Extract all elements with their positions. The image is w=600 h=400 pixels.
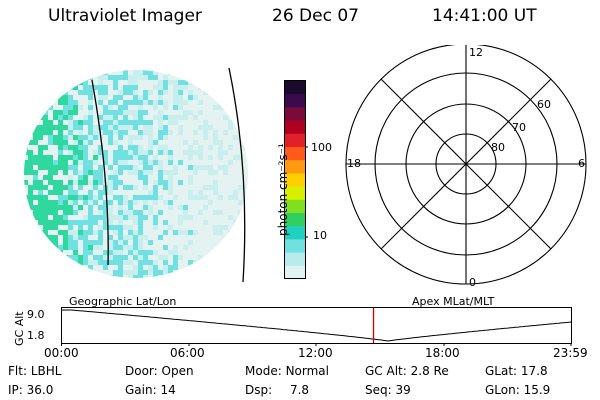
date-label: 26 Dec 07 (272, 6, 359, 26)
altitude-curve (61, 309, 572, 342)
info-door: Door: Open (125, 364, 194, 378)
colorbar-segment (285, 133, 305, 148)
colorbar-segment (285, 173, 305, 188)
info-glat: GLat: 17.8 (485, 364, 548, 378)
longitude-line-left (91, 79, 109, 266)
geographic-projection-label: Geographic Lat/Lon (69, 295, 177, 308)
info-filter: Flt: LBHL (8, 364, 62, 378)
colorbar-segment (285, 94, 305, 108)
colorbar-tick-10: 10 (313, 229, 327, 242)
mlt-label-0: 0 (469, 276, 476, 289)
info-mode: Mode: Normal (245, 364, 329, 378)
instrument-title: Ultraviolet Imager (48, 6, 202, 26)
colorbar-segment (285, 81, 305, 95)
colorbar-segment (285, 213, 305, 227)
mlt-label-12: 12 (469, 46, 483, 59)
mlt-label-6: 6 (578, 157, 585, 170)
time-tick-1200: 12:00 (298, 346, 333, 360)
color-bar (284, 80, 308, 280)
colorbar-segment (285, 226, 305, 240)
info-ip: IP: 36.0 (8, 383, 54, 397)
altitude-axis-label: GC Alt (13, 311, 26, 346)
time-tick-2359: 23:59 (553, 346, 588, 360)
polar-plot (345, 45, 587, 285)
colorbar-unit-label: photon cm⁻²s⁻¹ (276, 143, 290, 236)
info-dsp: Dsp: 7.8 (245, 383, 310, 397)
polar-diagonal-2 (380, 78, 552, 250)
time-tick-0600: 06:00 (170, 346, 205, 360)
info-glon: GLon: 15.9 (485, 383, 551, 397)
colorbar-segment (285, 107, 305, 122)
colorbar-segment (285, 186, 305, 201)
colorbar-segment (285, 120, 305, 135)
time-tick-1800: 18:00 (425, 346, 460, 360)
colorbar-tick-100: 100 (311, 141, 332, 154)
image-pixels (24, 70, 248, 278)
colorbar-segment (285, 199, 305, 214)
apex-projection-label: Apex MLat/MLT (412, 295, 495, 308)
longitude-line-right (228, 67, 246, 283)
altitude-tick-1-8: 1.8 (27, 329, 45, 342)
time-label: 14:41:00 UT (432, 6, 537, 26)
mlat-label-80: 80 (491, 141, 505, 154)
info-seq: Seq: 39 (365, 383, 411, 397)
colorbar-segment (285, 160, 305, 174)
mlt-label-18: 18 (347, 157, 361, 170)
altitude-tick-9: 9.0 (27, 308, 45, 321)
auroral-image (24, 67, 248, 283)
colorbar-segment (285, 265, 305, 280)
mlat-label-60: 60 (537, 98, 551, 111)
time-tick-0000: 00:00 (44, 346, 79, 360)
altitude-plot-frame (61, 307, 572, 344)
info-gc-alt: GC Alt: 2.8 Re (365, 364, 449, 378)
info-gain: Gain: 14 (125, 383, 176, 397)
colorbar-segment (285, 239, 305, 254)
colorbar-segment (285, 147, 305, 161)
colorbar-segment (285, 252, 305, 267)
mlat-label-70: 70 (512, 121, 526, 134)
altitude-plot (61, 307, 572, 346)
